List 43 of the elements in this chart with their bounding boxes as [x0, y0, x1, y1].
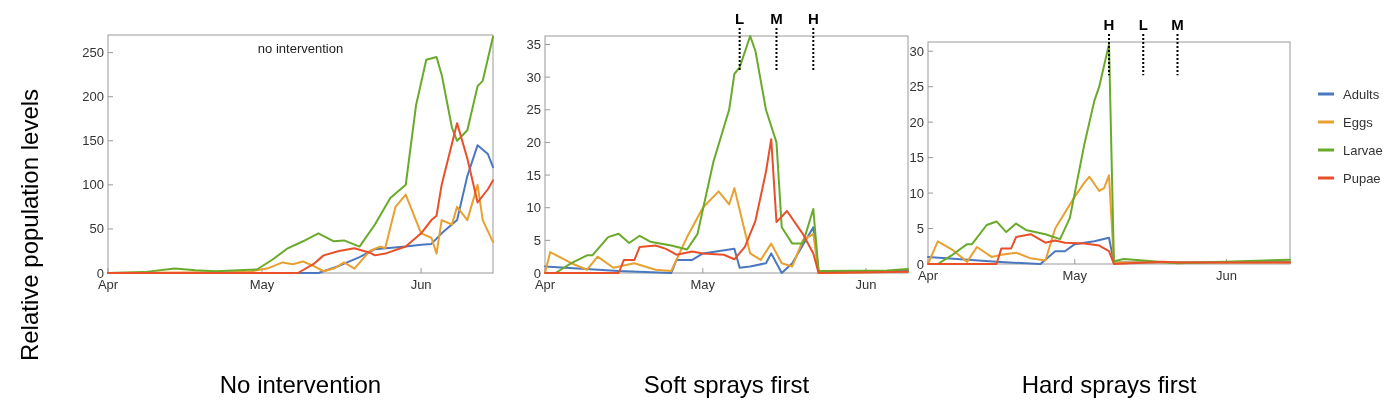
y-tick-label: 50: [89, 221, 104, 237]
y-tick-label: 20: [909, 114, 924, 130]
y-tick-label: 5: [533, 232, 541, 248]
y-tick-label: 15: [526, 167, 541, 183]
line-series: [554, 35, 909, 274]
y-tick-label: 100: [82, 177, 104, 193]
x-tick-label: Jun: [1215, 268, 1237, 283]
y-tick-label: 20: [526, 134, 541, 150]
legend-label: Eggs: [1343, 114, 1374, 130]
ref-line-label: L: [735, 10, 745, 27]
x-tick-label: May: [1062, 268, 1088, 283]
legend-label: Pupae: [1343, 170, 1381, 186]
line-series: [936, 43, 1291, 265]
ref-line-label: M: [1171, 16, 1184, 33]
y-axis-title: Relative population levels: [16, 88, 43, 362]
ref-line-label: L: [1138, 16, 1148, 33]
y-tick-label: 30: [909, 43, 924, 59]
x-tick-label: Jun: [855, 277, 877, 292]
y-tick-label: 10: [526, 200, 541, 216]
x-axis-title: No intervention: [219, 371, 382, 398]
x-tick-label: Jun: [410, 277, 432, 292]
ref-line-label: M: [770, 10, 783, 27]
x-axis-title: Soft sprays first: [643, 371, 810, 398]
y-tick-label: 15: [909, 150, 924, 166]
legend-label: Adults: [1343, 86, 1380, 102]
y-tick-label: 30: [526, 69, 541, 85]
y-tick-label: 10: [909, 185, 924, 201]
x-tick-label: May: [249, 277, 275, 292]
annotation: no intervention: [257, 41, 344, 56]
legend-label: Larvae: [1343, 142, 1383, 158]
ref-line-label: H: [1103, 16, 1115, 33]
x-tick-label: May: [690, 277, 716, 292]
line-series: [107, 35, 494, 274]
x-axis-title: Hard sprays first: [1021, 371, 1197, 398]
y-tick-label: 25: [526, 102, 541, 118]
line-series: [544, 138, 909, 274]
y-tick-label: 35: [526, 37, 541, 53]
y-tick-label: 5: [916, 221, 924, 237]
y-tick-label: 250: [82, 45, 104, 61]
ref-line-label: H: [807, 10, 819, 27]
y-tick-label: 150: [82, 133, 104, 149]
y-tick-label: 25: [909, 79, 924, 95]
y-tick-label: 200: [82, 89, 104, 105]
